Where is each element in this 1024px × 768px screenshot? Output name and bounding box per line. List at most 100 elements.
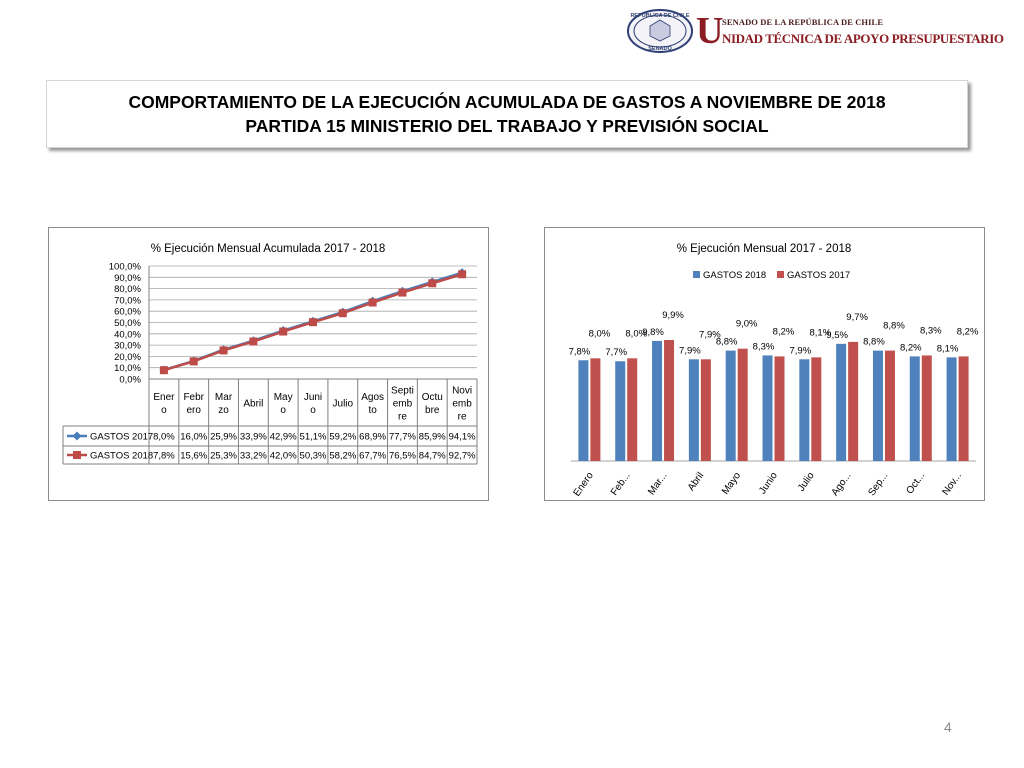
chart2-data-label: 8,2%	[773, 326, 795, 337]
chart2-data-label: 8,3%	[920, 325, 942, 336]
chart1-legend-label: GASTOS 2017	[90, 432, 153, 443]
chart1-data-table-value: 77,7%	[389, 432, 416, 443]
chart2-x-tick-label: Oct...	[905, 470, 928, 496]
monthly-execution-chart: % Ejecución Mensual 2017 - 2018 GASTOS 20…	[544, 227, 985, 501]
chart1-point-marker	[338, 309, 347, 318]
chart2-bar	[615, 361, 626, 461]
chart2-data-label: 7,7%	[605, 347, 627, 358]
chart1-x-tick-label: Juni o	[304, 392, 322, 416]
chart1-x-tick-label: Febr ero	[183, 392, 204, 416]
chart2-legend-label: GASTOS 2018	[703, 270, 766, 281]
chart1-y-tick-label: 60,0%	[114, 307, 141, 318]
chart1-y-tick-label: 50,0%	[114, 318, 141, 329]
chart1-y-tick-label: 0,0%	[119, 375, 141, 386]
header-logo: REPÚBLICA DE CHILE SENADO U SENADO DE LA…	[620, 6, 1020, 56]
chart2-bar	[872, 350, 883, 461]
chart1-y-tick-label: 30,0%	[114, 341, 141, 352]
slide-subtitle: PARTIDA 15 MINISTERIO DEL TRABAJO Y PREV…	[245, 116, 769, 136]
chart2-bar	[836, 343, 847, 461]
chart2-x-tick-label: Nov...	[940, 470, 964, 497]
chart1-point-marker	[219, 346, 228, 355]
chart2-data-label: 8,2%	[900, 342, 922, 353]
chart2-data-label: 9,0%	[736, 319, 758, 330]
chart2-bar	[799, 359, 810, 461]
chart1-data-table-value: 42,9%	[270, 432, 297, 443]
chart2-x-tick-label: Ago...	[830, 470, 854, 498]
chart2-bar	[811, 357, 822, 461]
chart1-y-tick-label: 70,0%	[114, 295, 141, 306]
chart1-x-tick-label: Ener o	[153, 392, 175, 416]
chart1-data-table-value: 84,7%	[419, 451, 446, 462]
chart2-bar	[590, 358, 601, 461]
chart2-bar	[627, 358, 638, 461]
chart1-data-table-value: 16,0%	[180, 432, 207, 443]
chart1-y-tick-label: 40,0%	[114, 329, 141, 340]
chart1-data-table-value: 25,9%	[210, 432, 237, 443]
chart1-point-marker	[398, 288, 407, 297]
chart1-data-table-value: 94,1%	[449, 432, 476, 443]
chart1-x-tick-label: Octu bre	[422, 392, 443, 416]
chart2-x-tick-label: Julio	[796, 470, 817, 494]
chart1-x-tick-label: Abril	[243, 399, 263, 410]
chart1-y-tick-label: 80,0%	[114, 284, 141, 295]
chart1-data-table-value: 67,7%	[359, 451, 386, 462]
chart2-data-label: 8,0%	[589, 328, 611, 339]
chart1-legend-marker	[73, 451, 81, 459]
chart2-data-label: 9,8%	[642, 327, 664, 338]
chart1-data-table-value: 59,2%	[329, 432, 356, 443]
cumulative-line-chart-svg: % Ejecución Mensual Acumulada 2017 - 201…	[62, 243, 478, 465]
header-senate-name: SENADO DE LA REPÚBLICA DE CHILE	[722, 17, 884, 27]
chart2-bar	[958, 356, 969, 461]
slide-title: COMPORTAMIENTO DE LA EJECUCIÓN ACUMULADA…	[128, 92, 886, 112]
chart2-x-tick-label: Mar...	[646, 470, 669, 497]
chart2-data-label: 9,7%	[846, 312, 868, 323]
chart1-y-tick-label: 20,0%	[114, 352, 141, 363]
chart1-data-table-value: 76,5%	[389, 451, 416, 462]
chart2-data-label: 8,8%	[883, 321, 905, 332]
chart2-data-label: 8,2%	[957, 326, 979, 337]
chart1-data-table-value: 42,0%	[270, 451, 297, 462]
chart2-x-tick-label: Sep...	[866, 470, 890, 498]
chart1-legend-marker	[72, 431, 82, 441]
chart1-x-tick-label: Julio	[333, 399, 354, 410]
chart2-bar	[578, 360, 589, 461]
chart2-bar	[762, 355, 773, 461]
chart1-point-marker	[159, 366, 168, 375]
chart1-point-marker	[458, 270, 467, 279]
chart2-data-label: 7,8%	[569, 346, 591, 357]
chart1-point-marker	[428, 279, 437, 288]
chart2-data-label: 8,8%	[716, 337, 738, 348]
chart1-y-tick-label: 10,0%	[114, 363, 141, 374]
chart1-y-tick-label: 90,0%	[114, 273, 141, 284]
header-initial-letter: U	[696, 10, 724, 52]
chart2-data-label: 7,9%	[679, 345, 701, 356]
chart1-data-table-value: 50,3%	[300, 451, 327, 462]
chart2-bar	[774, 356, 785, 461]
chart2-bar	[652, 340, 663, 461]
chart2-bar	[848, 341, 859, 461]
chart2-bar	[700, 359, 711, 461]
chart1-x-tick-label: Novi emb re	[452, 386, 472, 423]
chart1-data-table-value: 8,0%	[153, 432, 175, 443]
chart2-x-tick-label: Abril	[686, 470, 706, 493]
chart2-bar	[921, 355, 932, 461]
chart2-data-label: 9,5%	[826, 330, 848, 341]
chart1-legend-label: GASTOS 2018	[90, 451, 153, 462]
chart2-data-label: 7,9%	[699, 329, 721, 340]
header-unit-name: NIDAD TÉCNICA DE APOYO PRESUPUESTARIO	[722, 31, 1004, 46]
chart1-data-table-value: 7,8%	[153, 451, 175, 462]
chart1-point-marker	[309, 318, 317, 327]
chart1-x-tick-label: Mar zo	[215, 392, 233, 416]
chart1-data-table-value: 58,2%	[329, 451, 356, 462]
chart1-data-table-value: 85,9%	[419, 432, 446, 443]
chart2-bar	[688, 359, 699, 461]
chart2-data-label: 8,8%	[863, 337, 885, 348]
chart1-data-table-value: 25,3%	[210, 451, 237, 462]
chart2-x-tick-label: Mayo	[720, 470, 743, 497]
chart1-data-table-value: 92,7%	[449, 451, 476, 462]
chart1-x-tick-label: Septi emb re	[391, 386, 414, 423]
chart1-point-marker	[189, 357, 198, 366]
chart2-bar	[737, 348, 748, 461]
chart2-data-label: 8,0%	[625, 328, 647, 339]
chart2-data-label: 8,3%	[753, 341, 775, 352]
